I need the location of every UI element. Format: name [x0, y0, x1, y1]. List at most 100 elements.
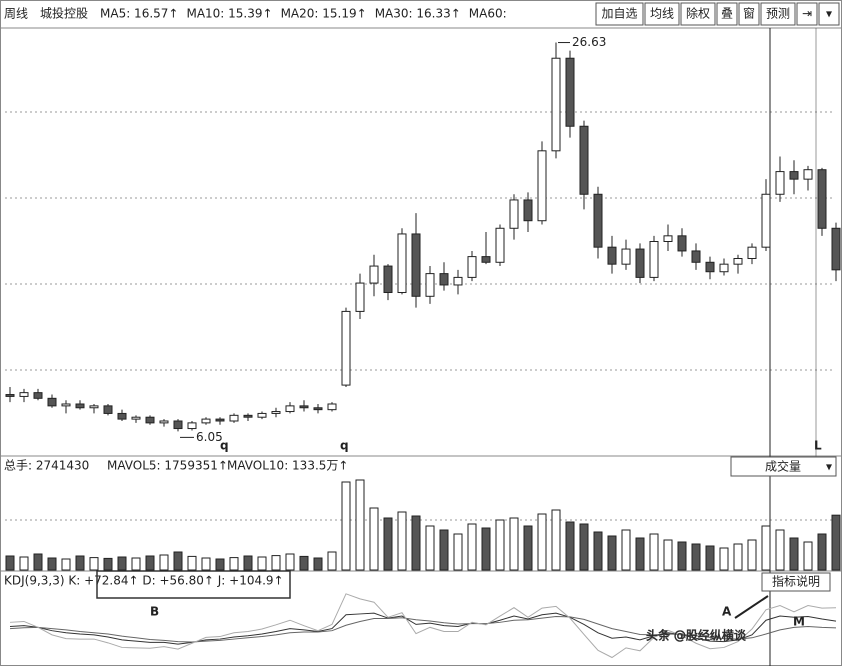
- candle-body: [299, 405, 309, 409]
- volume-bar: [579, 523, 589, 571]
- kdj-line: [9, 593, 837, 659]
- toolbar-button-label[interactable]: 加自选: [601, 7, 637, 21]
- candle-body: [47, 397, 57, 407]
- dropdown-arrow[interactable]: ▾: [826, 460, 832, 474]
- toolbar-button[interactable]: [716, 2, 738, 26]
- volume-bar: [33, 553, 43, 571]
- volume-bar: [397, 511, 407, 571]
- candle-body: [733, 258, 743, 265]
- volume-bar: [145, 555, 155, 571]
- volume-bar: [565, 521, 575, 571]
- candle-body: [663, 235, 673, 243]
- candle-body: [89, 405, 99, 409]
- annotation: B: [150, 605, 159, 619]
- toolbar-button[interactable]: [595, 2, 644, 26]
- candle-body: [5, 394, 15, 397]
- volume-bar: [607, 535, 617, 571]
- toolbar-button-label[interactable]: 均线: [650, 7, 674, 21]
- volume-bar: [481, 527, 491, 571]
- toolbar-buttons: 加自选 均线 除权叠窗预测 ⇥ ▾: [595, 2, 840, 26]
- candle-body: [509, 199, 519, 229]
- volume-bar: [663, 539, 673, 571]
- toolbar-button-label[interactable]: 叠: [721, 7, 733, 21]
- candle-body: [131, 416, 141, 420]
- volume-legend: MAVOL5: 1759351↑: [107, 459, 228, 473]
- candle-body: [341, 310, 351, 386]
- candle-body: [285, 405, 295, 413]
- volume-bar: [523, 525, 533, 571]
- candle-body: [453, 276, 463, 286]
- candle-body: [831, 227, 841, 271]
- candle-body: [145, 416, 155, 424]
- toolbar-button-label[interactable]: ⇥: [802, 7, 812, 21]
- volume-bar: [691, 543, 701, 571]
- toolbar-button-label[interactable]: 窗: [743, 7, 755, 21]
- candle-body: [789, 171, 799, 180]
- volume-bar: [201, 557, 211, 571]
- volume-bar: [551, 509, 561, 571]
- volume-bar: [495, 519, 505, 571]
- toolbar-button-label[interactable]: 预测: [766, 7, 790, 21]
- candle-body: [117, 412, 127, 420]
- volume-bar: [285, 553, 295, 571]
- ma-label: MA20: 15.19↑: [281, 7, 367, 21]
- candle-body: [369, 265, 379, 284]
- indicator-help[interactable]: [761, 572, 831, 592]
- candle-body: [215, 418, 225, 422]
- toolbar-button[interactable]: [796, 2, 818, 26]
- candle-body: [691, 250, 701, 263]
- toolbar-button[interactable]: [738, 2, 760, 26]
- candle-body: [355, 282, 365, 312]
- candle-body: [425, 273, 435, 297]
- watermark: 头条 @股经纵横谈: [646, 629, 746, 643]
- arrow: [734, 595, 769, 619]
- kdj-line: [9, 615, 837, 643]
- toolbar-button-label[interactable]: 除权: [686, 6, 710, 21]
- volume-bar: [229, 557, 239, 571]
- candle-body: [803, 169, 813, 180]
- candle-body: [495, 227, 505, 263]
- toolbar-button[interactable]: [818, 2, 840, 26]
- volume-bar: [509, 517, 519, 571]
- indicator-select[interactable]: [730, 456, 837, 477]
- volume-bar: [19, 556, 29, 571]
- candle-body: [621, 248, 631, 265]
- volume-bar: [411, 515, 421, 571]
- candle-body: [649, 241, 659, 278]
- volume-bar: [215, 558, 225, 571]
- indicator-help-label[interactable]: 指标说明: [772, 574, 820, 589]
- candle-body: [173, 420, 183, 430]
- toolbar-button[interactable]: [644, 2, 680, 26]
- candle-body: [467, 256, 477, 278]
- volume-bar: [117, 556, 127, 571]
- volume-bar: [383, 517, 393, 571]
- indicator-select-label[interactable]: 成交量: [765, 459, 801, 474]
- volume-bar: [271, 555, 281, 571]
- volume-bar: [719, 547, 729, 571]
- volume-bar: [187, 555, 197, 571]
- ma-label: MA5: 16.57↑: [100, 7, 178, 21]
- candle-body: [719, 263, 729, 273]
- candle-body: [103, 405, 113, 414]
- toolbar-button-label[interactable]: ▾: [826, 7, 832, 21]
- volume-bar: [299, 555, 309, 571]
- volume-bar: [537, 513, 547, 571]
- toolbar-button[interactable]: [680, 2, 716, 26]
- high-label: 26.63: [572, 35, 606, 49]
- toolbar-button[interactable]: [760, 2, 796, 26]
- volume-bar: [369, 507, 379, 571]
- candle-body: [61, 403, 71, 407]
- candle-body: [243, 414, 253, 418]
- candle-body: [537, 150, 547, 222]
- volume-bar: [453, 533, 463, 571]
- volume-bar: [831, 514, 841, 571]
- volume-bar: [61, 558, 71, 571]
- candle-body: [607, 246, 617, 265]
- candle-body: [817, 169, 827, 229]
- candle-body: [593, 193, 603, 248]
- ma-label: MA30: 16.33↑: [375, 7, 461, 21]
- volume-bar: [159, 554, 169, 571]
- candle-body: [705, 261, 715, 273]
- volume-bar: [677, 541, 687, 571]
